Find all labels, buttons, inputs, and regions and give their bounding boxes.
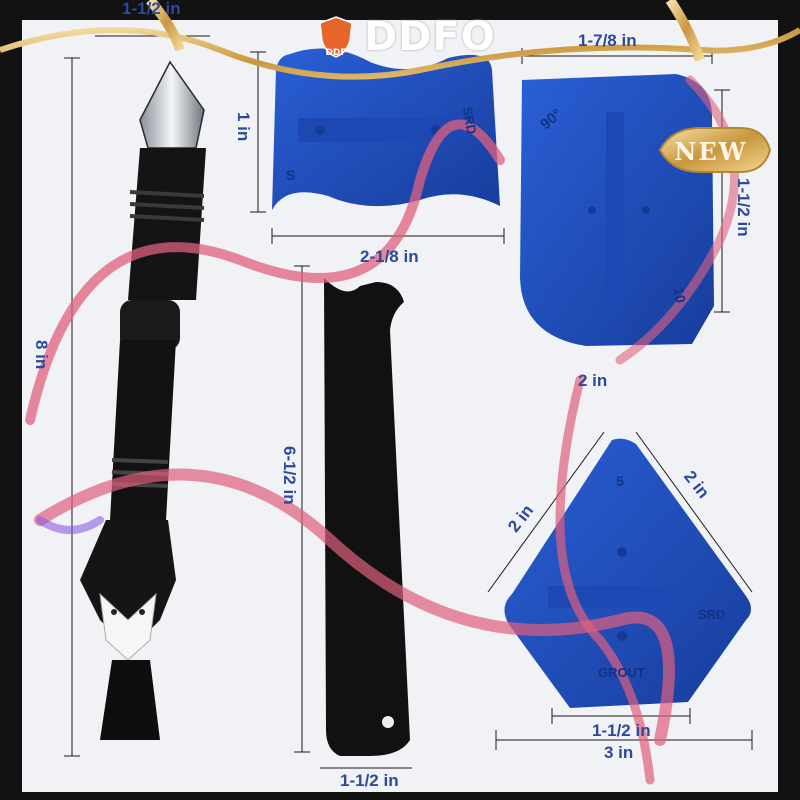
square-corner-mark: 10 xyxy=(670,285,690,305)
dim-square-height: 1-1/2 in xyxy=(734,178,753,237)
gold-ribbon xyxy=(0,27,800,80)
triangle-top-mark: 5 xyxy=(616,473,624,489)
triangle-srd-mark: SRD xyxy=(698,607,726,622)
dim-triangle-base: 3 in xyxy=(604,743,634,762)
triangle-grout-mark: GROUT xyxy=(598,665,645,680)
dim-square-width: 1-7/8 in xyxy=(578,31,637,50)
blue-triangle-tool xyxy=(504,438,751,708)
decorative-ribbon xyxy=(25,75,740,785)
blue-scraper xyxy=(272,48,500,210)
shield-icon: DDF xyxy=(316,15,356,59)
dim-spatula-width: 1-1/2 in xyxy=(340,771,399,790)
dim-scraper-width: 2-1/8 in xyxy=(360,247,419,266)
brand-name: DDFO xyxy=(364,14,496,60)
dim-square-bottom: 2 in xyxy=(578,371,608,390)
dim-multitool-width: 1-1/2 in xyxy=(122,0,181,18)
scraper-edge-mark: S xyxy=(286,167,296,183)
new-badge: NEW xyxy=(674,136,748,166)
dim-scraper-height: 1 in xyxy=(234,112,253,142)
dim-spatula-length: 6-1/2 in xyxy=(280,446,299,505)
brand-logo: DDF DDFO xyxy=(316,14,496,60)
new-badge-shape xyxy=(658,127,772,173)
dim-multitool-length: 8 in xyxy=(32,340,51,370)
dim-triangle-inner: 1-1/2 in xyxy=(592,721,651,740)
black-spatula xyxy=(324,278,410,756)
multitool xyxy=(80,60,206,740)
svg-text:DDF: DDF xyxy=(325,48,346,58)
